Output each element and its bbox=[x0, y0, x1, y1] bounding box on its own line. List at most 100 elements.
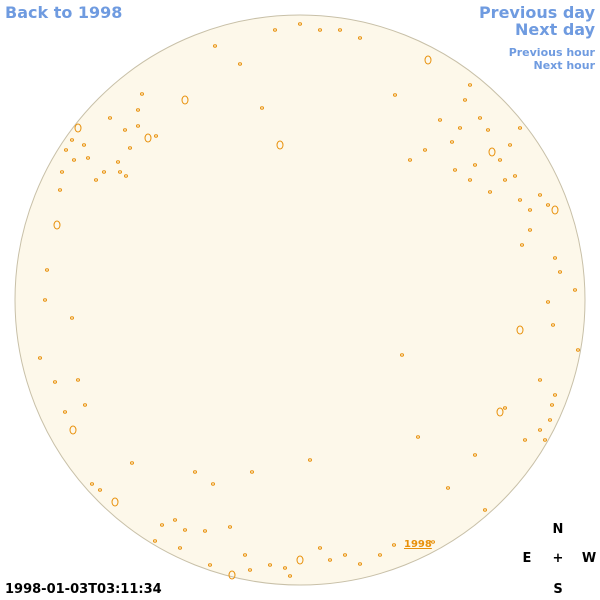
contour-mark bbox=[503, 178, 507, 182]
contour-mark bbox=[193, 470, 197, 474]
contour-mark bbox=[288, 574, 292, 578]
contour-mark bbox=[423, 148, 427, 152]
compass-east: E bbox=[522, 551, 532, 566]
next-day-link[interactable]: Next day bbox=[515, 20, 595, 39]
contour-mark bbox=[523, 438, 527, 442]
contour-mark bbox=[431, 540, 435, 544]
contour-mark bbox=[338, 28, 342, 32]
contour-mark bbox=[63, 410, 67, 414]
contour-mark bbox=[551, 205, 559, 215]
contour-mark bbox=[128, 146, 132, 150]
contour-mark bbox=[473, 163, 477, 167]
contour-mark bbox=[453, 168, 457, 172]
contour-mark bbox=[136, 124, 140, 128]
contour-mark bbox=[496, 407, 504, 417]
contour-mark bbox=[488, 147, 496, 157]
contour-mark bbox=[483, 508, 487, 512]
contour-mark bbox=[273, 28, 277, 32]
contour-mark bbox=[64, 148, 68, 152]
contour-mark bbox=[546, 300, 550, 304]
contour-mark bbox=[153, 539, 157, 543]
contour-mark bbox=[378, 553, 382, 557]
contour-mark bbox=[473, 453, 477, 457]
contour-mark bbox=[438, 118, 442, 122]
contour-mark bbox=[173, 518, 177, 522]
contour-mark bbox=[228, 525, 232, 529]
contour-mark bbox=[408, 158, 412, 162]
contour-mark bbox=[343, 553, 347, 557]
contour-mark bbox=[118, 170, 122, 174]
contour-mark bbox=[248, 568, 252, 572]
contour-mark bbox=[573, 288, 577, 292]
contour-mark bbox=[358, 36, 362, 40]
contour-mark bbox=[400, 353, 404, 357]
disk-year-label[interactable]: 1998 bbox=[404, 539, 432, 550]
contour-mark bbox=[102, 170, 106, 174]
next-hour-link[interactable]: Next hour bbox=[533, 59, 596, 72]
contour-mark bbox=[551, 323, 555, 327]
contour-mark bbox=[503, 406, 507, 410]
previous-day-link[interactable]: Previous day bbox=[478, 3, 595, 22]
contour-mark bbox=[548, 418, 552, 422]
contour-mark bbox=[160, 523, 164, 527]
contour-mark bbox=[520, 243, 524, 247]
contour-mark bbox=[98, 488, 102, 492]
contour-mark bbox=[38, 356, 42, 360]
contour-mark bbox=[43, 298, 47, 302]
contour-mark bbox=[213, 44, 217, 48]
contour-mark bbox=[508, 143, 512, 147]
back-to-year-link[interactable]: Back to 1998 bbox=[5, 3, 123, 22]
contour-mark bbox=[538, 378, 542, 382]
contour-mark bbox=[296, 555, 304, 565]
contour-mark bbox=[140, 92, 144, 96]
contour-mark bbox=[298, 22, 302, 26]
compass-west: W bbox=[581, 551, 597, 566]
contour-mark bbox=[181, 95, 189, 105]
contour-mark bbox=[69, 425, 77, 435]
compass-north: N bbox=[552, 522, 564, 537]
contour-mark bbox=[468, 178, 472, 182]
contour-mark bbox=[358, 562, 362, 566]
contour-mark bbox=[546, 203, 550, 207]
contour-mark bbox=[392, 543, 396, 547]
solar-disk bbox=[14, 14, 586, 586]
contour-mark bbox=[144, 133, 152, 143]
contour-mark bbox=[424, 55, 432, 65]
contour-mark bbox=[250, 470, 254, 474]
contour-mark bbox=[124, 174, 128, 178]
contour-mark bbox=[116, 160, 120, 164]
contour-mark bbox=[553, 256, 557, 260]
contour-mark bbox=[528, 208, 532, 212]
contour-mark bbox=[53, 220, 61, 230]
contour-mark bbox=[538, 428, 542, 432]
contour-mark bbox=[76, 378, 80, 382]
contour-mark bbox=[74, 123, 82, 133]
contour-mark bbox=[45, 268, 49, 272]
contour-mark bbox=[243, 553, 247, 557]
contour-mark bbox=[111, 497, 119, 507]
contour-mark bbox=[518, 198, 522, 202]
contour-mark bbox=[83, 403, 87, 407]
observation-timestamp: 1998-01-03T03:11:34 bbox=[5, 582, 162, 597]
contour-mark bbox=[543, 438, 547, 442]
contour-mark bbox=[260, 106, 264, 110]
contour-mark bbox=[393, 93, 397, 97]
contour-mark bbox=[228, 570, 236, 580]
contour-mark bbox=[82, 143, 86, 147]
contour-layer bbox=[38, 22, 580, 580]
contour-mark bbox=[488, 190, 492, 194]
contour-mark bbox=[318, 546, 322, 550]
contour-mark bbox=[528, 228, 532, 232]
contour-mark bbox=[516, 325, 524, 335]
contour-mark bbox=[538, 193, 542, 197]
contour-mark bbox=[94, 178, 98, 182]
contour-mark bbox=[70, 138, 74, 142]
contour-mark bbox=[183, 528, 187, 532]
contour-mark bbox=[60, 170, 64, 174]
previous-hour-link[interactable]: Previous hour bbox=[508, 46, 595, 59]
contour-mark bbox=[86, 156, 90, 160]
contour-mark bbox=[478, 116, 482, 120]
contour-mark bbox=[123, 128, 127, 132]
contour-mark bbox=[108, 116, 112, 120]
